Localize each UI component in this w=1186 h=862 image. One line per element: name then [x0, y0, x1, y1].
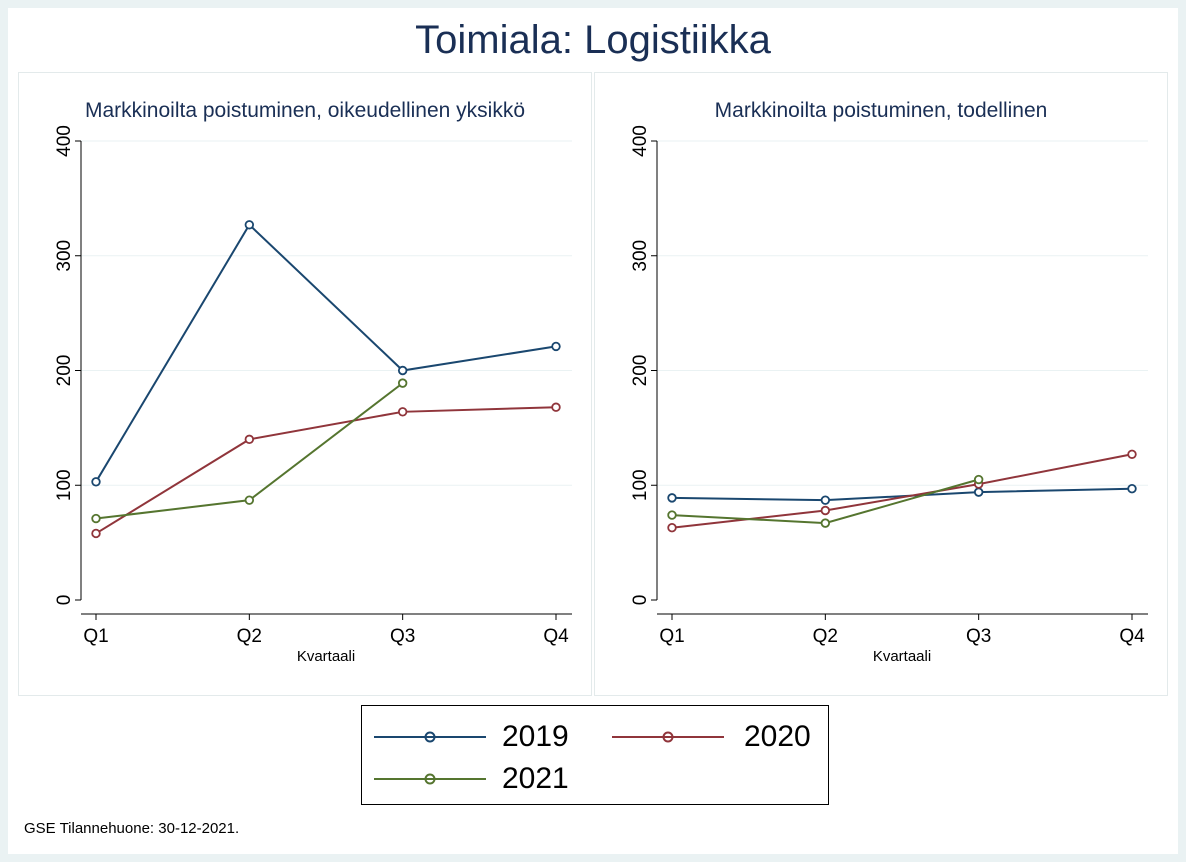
- legend-label-2021: 2021: [502, 762, 569, 795]
- series-line-2019: [671, 487, 1133, 502]
- legend-marker-2020: [612, 731, 724, 743]
- data-point-2020: [551, 402, 561, 412]
- legend-circle: [662, 731, 674, 743]
- data-point-2020: [667, 523, 677, 533]
- y-tick-label: 0: [54, 595, 75, 606]
- y-tick-label: 400: [630, 125, 651, 157]
- source-note: GSE Tilannehuone: 30-12-2021.: [24, 820, 240, 837]
- data-point-2019: [551, 341, 561, 352]
- legend-label-2020: 2020: [744, 720, 811, 753]
- legend-circle: [424, 773, 436, 785]
- data-point-2019: [397, 365, 408, 376]
- x-axis-title: Kvartaali: [297, 648, 355, 665]
- data-point-2021: [973, 474, 984, 485]
- y-tick-label: 0: [630, 595, 651, 606]
- x-tick-label: Q3: [390, 626, 415, 647]
- y-tick-label: 400: [54, 125, 75, 157]
- series-line-2019: [95, 223, 557, 483]
- x-tick-label: Q2: [237, 626, 262, 647]
- x-tick-label: Q4: [1119, 626, 1145, 647]
- legend-label-2019: 2019: [502, 720, 569, 753]
- y-tick-label: 200: [630, 355, 651, 387]
- data-point-2019: [973, 487, 984, 497]
- panel-title: Markkinoilta poistuminen, todellinen: [715, 99, 1048, 122]
- data-point-2021: [244, 495, 255, 505]
- legend-item-2021: 2021: [374, 762, 594, 796]
- legend-circle: [424, 731, 436, 743]
- chart-svg-legal-unit: Markkinoilta poistuminen, oikeudellinen …: [54, 99, 572, 665]
- chart-panel-actual: Markkinoilta poistuminen, todellinen 0 100…: [594, 72, 1168, 696]
- series-line-2020: [95, 406, 557, 535]
- legend-marker-2021: [374, 773, 486, 785]
- data-point-2019: [667, 493, 677, 503]
- data-point-2020: [820, 505, 831, 516]
- x-tick-label: Q1: [659, 626, 684, 647]
- legend-item-2020: 2020: [612, 720, 822, 754]
- chart-title: Toimiala: Logistiikka: [415, 18, 771, 62]
- x-tick-label: Q2: [813, 626, 838, 647]
- y-tick-label: 100: [630, 469, 651, 501]
- x-tick-label: Q1: [83, 626, 108, 647]
- data-point-2019: [820, 495, 831, 505]
- data-point-2019: [91, 477, 101, 487]
- x-axis-title: Kvartaali: [873, 648, 931, 665]
- data-point-2020: [1127, 449, 1137, 459]
- chart-svg-actual: Markkinoilta poistuminen, todellinen 0 100…: [630, 99, 1148, 665]
- x-tick-label: Q4: [543, 626, 569, 647]
- data-point-2021: [667, 510, 677, 520]
- y-tick-label: 100: [54, 469, 75, 501]
- data-point-2020: [91, 528, 101, 539]
- x-tick-label: Q3: [966, 626, 991, 647]
- data-point-2019: [1127, 483, 1137, 494]
- data-point-2021: [91, 513, 101, 524]
- y-tick-label: 200: [54, 355, 75, 387]
- legend: 2019 2020 2021: [361, 705, 829, 805]
- legend-item-2019: 2019: [374, 720, 594, 754]
- y-tick-label: 300: [630, 240, 651, 272]
- y-tick-label: 300: [54, 240, 75, 272]
- data-point-2021: [820, 518, 831, 528]
- data-point-2019: [244, 220, 255, 230]
- data-point-2020: [397, 407, 408, 417]
- legend-marker-2019: [374, 731, 486, 743]
- panel-title: Markkinoilta poistuminen, oikeudellinen …: [85, 99, 525, 122]
- chart-panel-legal-unit: Markkinoilta poistuminen, oikeudellinen …: [18, 72, 592, 696]
- data-point-2021: [397, 378, 408, 388]
- data-point-2020: [244, 434, 255, 445]
